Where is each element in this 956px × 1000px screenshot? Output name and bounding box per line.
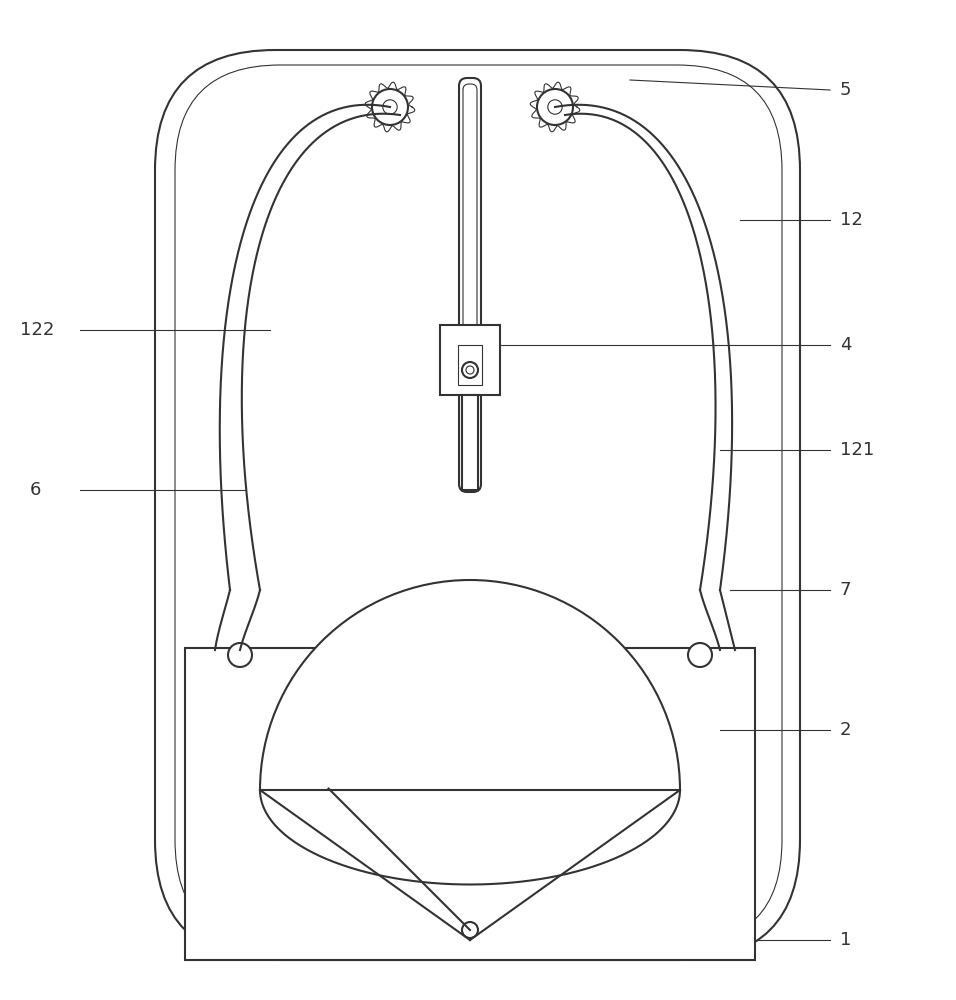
Text: 12: 12 (840, 211, 863, 229)
Circle shape (466, 366, 474, 374)
Circle shape (688, 643, 712, 667)
Circle shape (537, 89, 573, 125)
Bar (462, 395, 478, 490)
Bar (458, 345, 482, 385)
Text: 5: 5 (840, 81, 852, 99)
Text: 6: 6 (30, 481, 41, 499)
Circle shape (228, 643, 252, 667)
Text: 122: 122 (20, 321, 54, 339)
Circle shape (462, 362, 478, 378)
Text: 7: 7 (840, 581, 852, 599)
Circle shape (382, 100, 397, 114)
Circle shape (548, 100, 562, 114)
Text: 121: 121 (840, 441, 874, 459)
Wedge shape (260, 580, 680, 790)
Circle shape (372, 89, 408, 125)
FancyBboxPatch shape (459, 78, 481, 492)
Bar (440, 325, 500, 395)
FancyBboxPatch shape (155, 50, 800, 960)
Bar (185, 648, 755, 960)
Circle shape (462, 922, 478, 938)
Text: 4: 4 (840, 336, 852, 354)
Text: 1: 1 (840, 931, 852, 949)
Text: 2: 2 (840, 721, 852, 739)
